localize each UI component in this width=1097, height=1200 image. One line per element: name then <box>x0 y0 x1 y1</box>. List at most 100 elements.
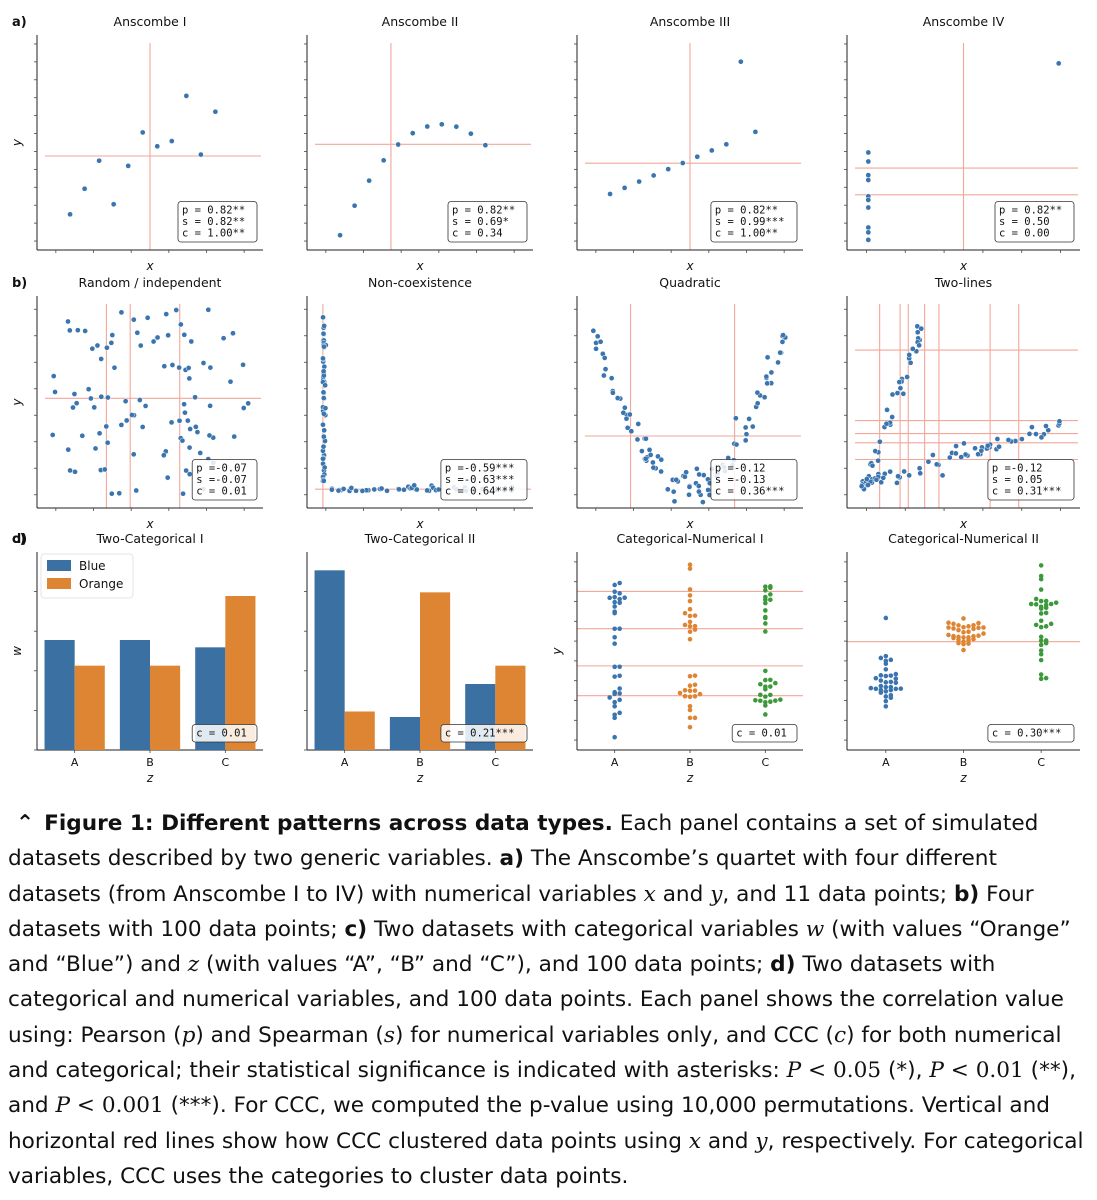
x-tick-label: C <box>221 756 229 769</box>
data-point <box>371 486 378 493</box>
caption-math-threshold: < 0.05 <box>808 1058 882 1084</box>
caption-text: Each panel contains a set of simulated d… <box>8 811 1039 872</box>
panel-title: Anscombe II <box>382 14 459 29</box>
swarm-point <box>768 597 773 603</box>
swarm-point <box>617 596 622 602</box>
y-axis-label: y <box>10 138 24 147</box>
data-point <box>108 490 115 497</box>
caption-label-a: a) <box>499 846 524 872</box>
data-point <box>245 400 252 407</box>
swarm-point <box>971 622 976 628</box>
data-point <box>380 157 387 164</box>
swarm-point <box>1043 610 1049 616</box>
data-point <box>320 421 326 428</box>
swarm-point <box>981 625 986 630</box>
swarm-point <box>763 621 768 626</box>
stats-label: p = 0.82** <box>452 205 515 217</box>
data-point <box>96 157 102 164</box>
stats-box <box>710 201 798 243</box>
data-point <box>366 177 372 184</box>
data-point <box>321 410 327 417</box>
data-point <box>348 485 355 491</box>
data-point <box>101 466 108 473</box>
panel-title: Categorical-Numerical I <box>616 531 763 546</box>
bar <box>344 711 375 750</box>
data-point <box>154 334 161 341</box>
data-point <box>180 490 186 497</box>
swarm-point <box>612 582 617 588</box>
caption-text: , respectively. For categorical variable… <box>8 1128 1084 1189</box>
x-axis-label: x <box>959 259 968 273</box>
data-point <box>401 486 407 493</box>
data-point <box>105 394 111 401</box>
caption-label-d: d) <box>770 952 796 978</box>
caption-text: Two datasets with categorical and numeri… <box>8 952 1064 1048</box>
data-point <box>186 444 193 451</box>
caption-text: ) for both numerical and categorical; th… <box>8 1022 1062 1084</box>
data-point <box>650 172 657 179</box>
data-point <box>453 123 460 130</box>
swarm-point <box>883 680 889 685</box>
swarm-point <box>682 610 688 616</box>
panel-letter: b) <box>12 276 27 291</box>
swarm-point <box>883 653 889 659</box>
swarm-point <box>692 623 698 629</box>
stats-box <box>994 201 1075 243</box>
swarm-point <box>763 629 768 634</box>
swarm-point <box>878 673 884 678</box>
swarm-point <box>763 614 768 620</box>
swarm-point <box>946 625 951 630</box>
swarm-point <box>883 694 889 699</box>
swarm-point <box>1048 621 1054 627</box>
data-point <box>768 369 775 376</box>
figure-svg: p = 0.82**s = 0.82**c = 1.00**Anscombe I… <box>10 14 1080 785</box>
caption-text: The Anscombe’s quartet with four differe… <box>8 846 997 907</box>
swarm-point <box>956 623 961 628</box>
swarm-point <box>617 691 622 696</box>
data-point <box>972 445 978 452</box>
data-point <box>752 129 759 135</box>
chart-panel: A B Cc = 0.21*** Two-Categorical II z <box>304 531 533 785</box>
data-point <box>320 395 327 401</box>
data-point <box>424 123 431 130</box>
swarm-point <box>1038 611 1044 616</box>
data-point <box>168 138 175 144</box>
data-point <box>705 487 711 493</box>
data-point <box>200 360 207 366</box>
swarm-point <box>607 695 612 700</box>
data-point <box>169 362 176 368</box>
data-point <box>181 331 188 338</box>
data-point <box>614 395 621 401</box>
data-point <box>623 415 630 422</box>
x-axis-label: z <box>416 771 424 785</box>
panel-title: Quadratic <box>659 275 721 290</box>
data-point <box>160 452 167 459</box>
swarm-point <box>878 655 884 661</box>
swarm-point <box>692 673 698 678</box>
collapse-caret-icon[interactable]: ⌃ <box>16 811 35 836</box>
data-point <box>320 330 327 337</box>
data-point <box>601 355 608 361</box>
data-point <box>321 343 327 350</box>
swarm-point <box>883 658 889 664</box>
swarm-point <box>1038 657 1044 663</box>
data-point <box>865 482 871 488</box>
data-point <box>865 177 872 183</box>
data-point <box>136 397 143 403</box>
chart-panel: p =-0.12s = 0.05c = 0.31*** Two-lines x <box>844 275 1080 531</box>
caption-math-threshold: < 0.001 <box>76 1093 164 1119</box>
swarm-point <box>687 707 693 713</box>
data-point <box>176 417 183 424</box>
data-point <box>900 390 907 397</box>
data-point <box>647 452 654 458</box>
data-point <box>694 153 701 160</box>
data-point <box>738 58 744 65</box>
swarm-point <box>687 688 693 694</box>
swarm-point <box>612 734 617 740</box>
data-point <box>876 438 883 445</box>
data-point <box>601 372 607 379</box>
x-tick-label: B <box>146 756 154 769</box>
data-point <box>67 211 73 218</box>
chart-panel: A B Cc = 0.30*** Categorical-Numerical II z <box>844 531 1080 785</box>
data-point <box>50 373 57 379</box>
